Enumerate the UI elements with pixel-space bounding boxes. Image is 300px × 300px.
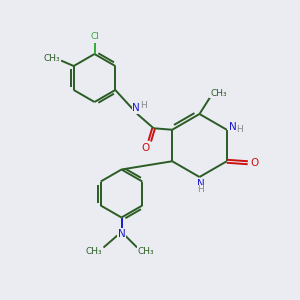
Text: N: N — [118, 229, 125, 239]
Text: O: O — [250, 158, 259, 168]
Text: N: N — [229, 122, 237, 132]
Text: CH₃: CH₃ — [210, 88, 227, 98]
Text: Cl: Cl — [90, 32, 99, 41]
Text: CH₃: CH₃ — [85, 247, 102, 256]
Text: N: N — [197, 178, 205, 189]
Text: N: N — [132, 103, 140, 113]
Text: O: O — [141, 143, 149, 153]
Text: H: H — [140, 101, 147, 110]
Text: CH₃: CH₃ — [138, 247, 154, 256]
Text: H: H — [236, 125, 243, 134]
Text: H: H — [198, 185, 204, 194]
Text: CH₃: CH₃ — [44, 54, 60, 63]
